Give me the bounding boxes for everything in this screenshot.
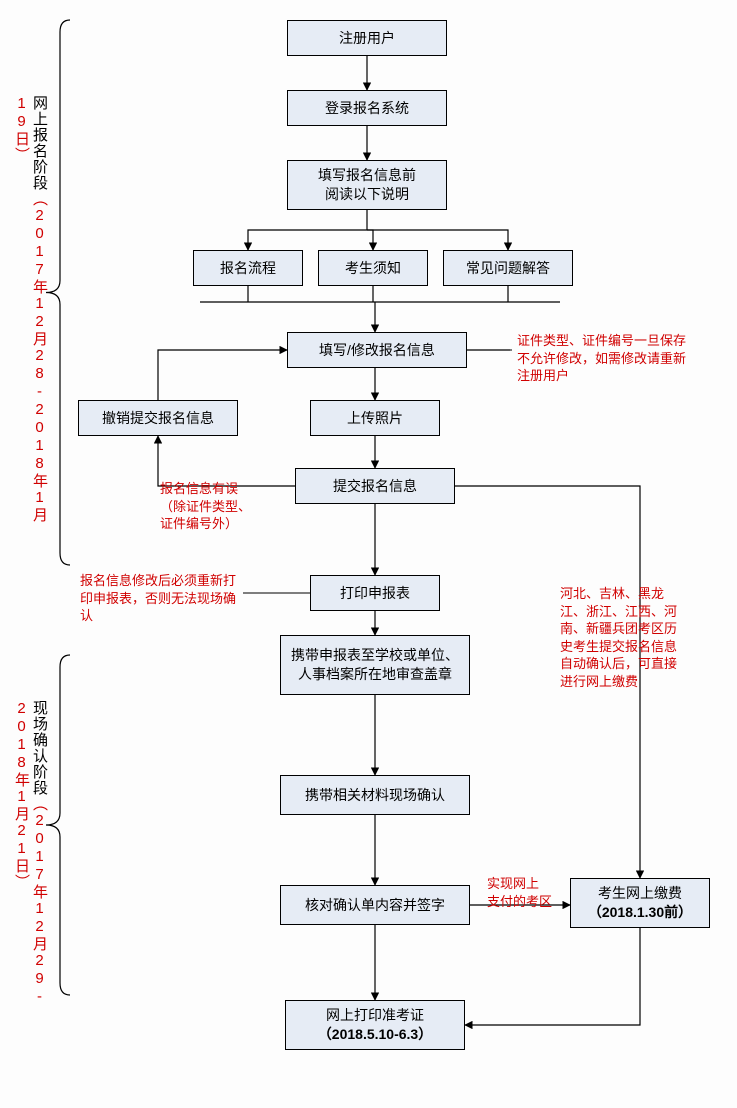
node-n9: 打印申报表 [310,575,440,611]
node-n4c: 常见问题解答 [443,250,573,286]
edge [158,436,295,486]
node-n7: 上传照片 [310,400,440,436]
edge [465,928,640,1025]
node-n14: 网上打印准考证（2018.5.10-6.3） [285,1000,465,1050]
node-n11: 携带相关材料现场确认 [280,775,470,815]
node-n2: 登录报名系统 [287,90,447,126]
annotation-a4: 河北、吉林、黑龙江、浙江、江西、河南、新疆兵团考区历史考生提交报名信息自动确认后… [560,585,680,690]
bracket-phase2 [46,655,70,995]
node-n4b: 考生须知 [318,250,428,286]
node-n4a: 报名流程 [193,250,303,286]
edge [158,350,287,400]
edge [248,230,367,250]
node-n6: 撤销提交报名信息 [78,400,238,436]
annotation-a5: 实现网上支付的考区 [487,875,567,910]
annotation-a2: 报名信息有误（除证件类型、证件编号外） [160,480,280,533]
node-n10: 携带申报表至学校或单位、人事档案所在地审查盖章 [280,635,470,695]
node-n8: 提交报名信息 [295,468,455,504]
node-n1: 注册用户 [287,20,447,56]
node-n5: 填写/修改报名信息 [287,332,467,368]
bracket-phase1 [46,20,70,565]
node-n13: 考生网上缴费（2018.1.30前） [570,878,710,928]
flowchart-canvas: 注册用户登录报名系统填写报名信息前阅读以下说明报名流程考生须知常见问题解答填写/… [0,0,737,1108]
annotation-a1: 证件类型、证件编号一旦保存不允许修改，如需修改请重新注册用户 [517,332,697,385]
node-n3: 填写报名信息前阅读以下说明 [287,160,447,210]
edge [367,230,508,250]
phase-label-phase1: 网上报名阶段（2017年12月28-2018年1月19日） [12,95,48,555]
phase-label-phase2: 现场确认阶段（2017年12月29-2018年1月21日） [12,700,48,1040]
node-n12: 核对确认单内容并签字 [280,885,470,925]
annotation-a3: 报名信息修改后必须重新打印申报表，否则无法现场确认 [80,572,240,625]
edge [367,230,373,250]
